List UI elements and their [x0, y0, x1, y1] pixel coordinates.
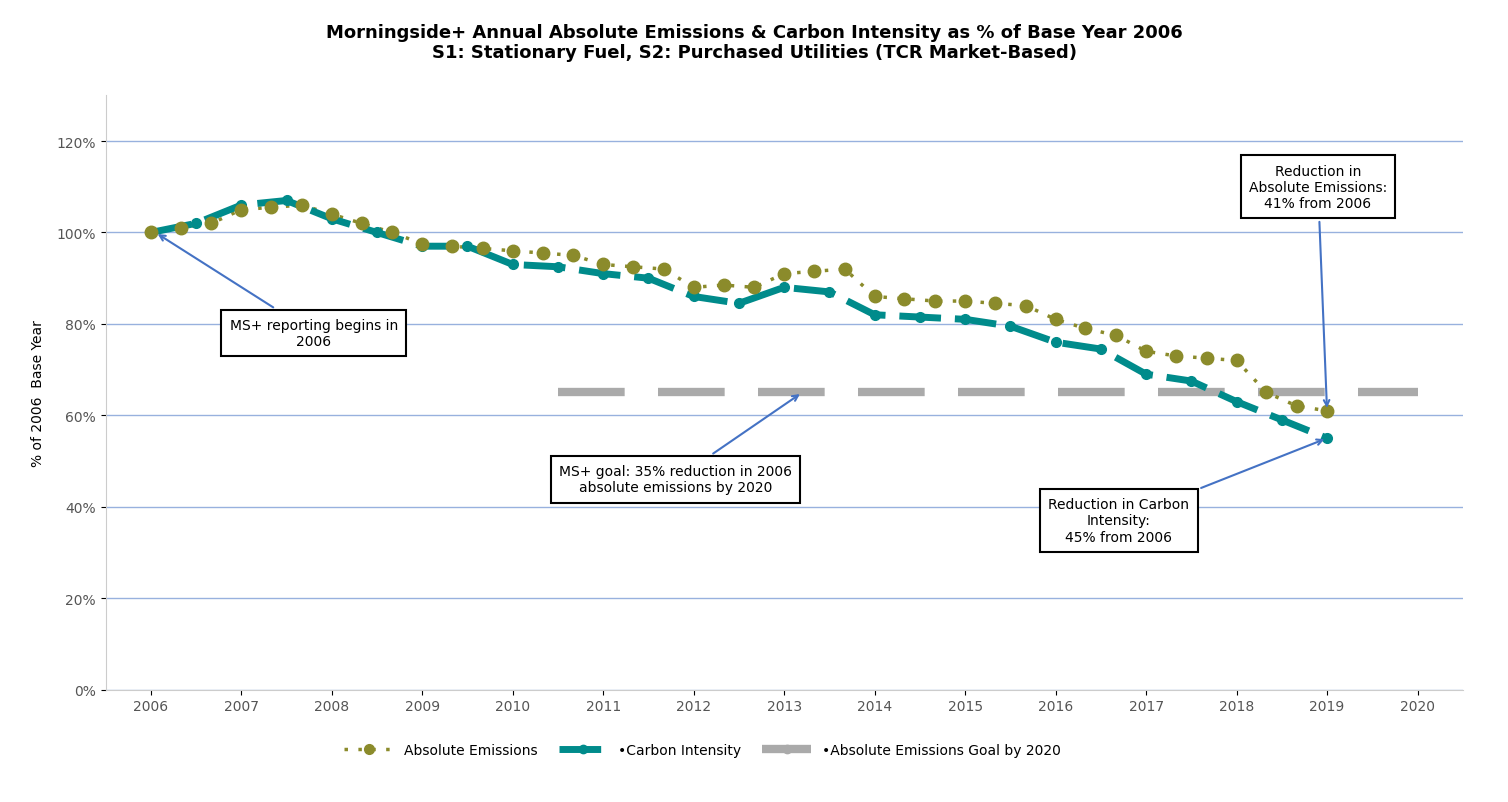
Text: Reduction in
Absolute Emissions:
41% from 2006: Reduction in Absolute Emissions: 41% fro…: [1249, 164, 1387, 406]
Text: MS+ goal: 35% reduction in 2006
absolute emissions by 2020: MS+ goal: 35% reduction in 2006 absolute…: [559, 396, 798, 495]
Text: S1: Stationary Fuel, S2: Purchased Utilities (TCR Market-Based): S1: Stationary Fuel, S2: Purchased Utili…: [431, 44, 1077, 62]
Text: MS+ reporting begins in
2006: MS+ reporting begins in 2006: [160, 236, 398, 349]
Text: Morningside+ Annual Absolute Emissions & Carbon Intensity as % of Base Year 2006: Morningside+ Annual Absolute Emissions &…: [326, 24, 1182, 42]
Y-axis label: % of 2006  Base Year: % of 2006 Base Year: [32, 320, 45, 466]
Legend: Absolute Emissions, •Carbon Intensity, •Absolute Emissions Goal by 2020: Absolute Emissions, •Carbon Intensity, •…: [339, 738, 1066, 763]
Text: Reduction in Carbon
Intensity:
45% from 2006: Reduction in Carbon Intensity: 45% from …: [1048, 440, 1323, 544]
